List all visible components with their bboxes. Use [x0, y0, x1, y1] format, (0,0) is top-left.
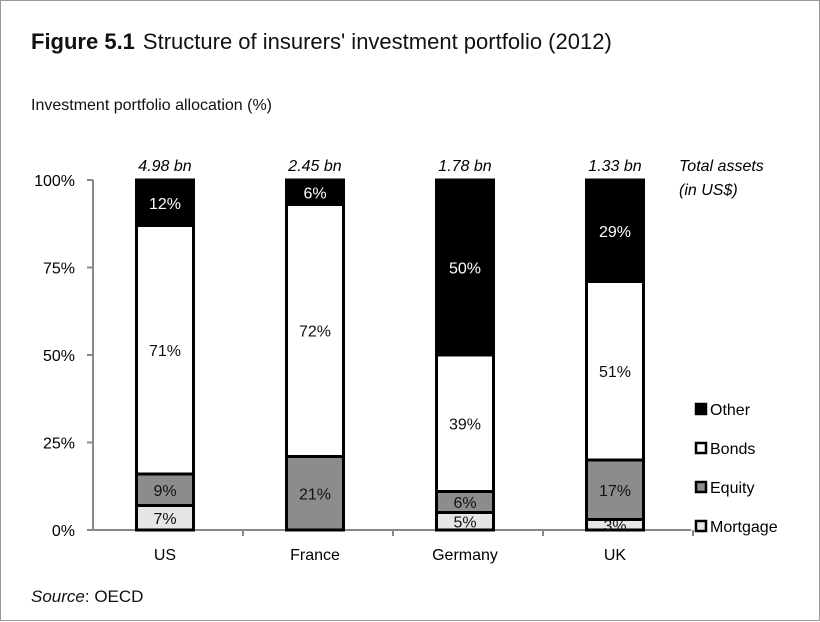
data-label: 21%	[299, 486, 331, 503]
source-value: : OECD	[84, 587, 144, 606]
figure-number: Figure 5.1	[31, 29, 135, 54]
data-label: 3%	[603, 518, 626, 535]
total-assets-title: Total assets	[679, 158, 764, 175]
source: Source: OECD	[31, 587, 143, 607]
y-tick-label: 100%	[34, 173, 75, 190]
data-label: 12%	[149, 196, 181, 213]
bar-other	[285, 178, 345, 206]
bar-other	[435, 178, 495, 357]
bar-other	[585, 178, 645, 283]
bar-other	[135, 178, 195, 227]
legend-swatch-bonds	[694, 441, 708, 455]
bar-bonds	[435, 353, 495, 493]
total-assets-label: 1.33 bn	[588, 158, 641, 175]
bar-bonds	[285, 203, 345, 458]
legend-swatch-mortgage	[694, 519, 708, 533]
legend-label: Bonds	[710, 441, 755, 458]
legend-swatch-other	[694, 402, 708, 416]
bar-equity	[135, 472, 195, 507]
bar-bonds	[135, 224, 195, 476]
x-tick-label: Germany	[432, 547, 498, 564]
total-assets-label: 2.45 bn	[287, 158, 341, 175]
data-label: 51%	[599, 364, 631, 381]
data-label: 6%	[303, 185, 326, 202]
bar-mortgage	[135, 504, 195, 532]
data-label: 71%	[149, 343, 181, 360]
y-axis-label: Investment portfolio allocation (%)	[31, 97, 272, 114]
data-label: 5%	[453, 514, 476, 531]
bar-bonds	[585, 280, 645, 462]
data-label: 29%	[599, 224, 631, 241]
source-label: Source	[31, 587, 85, 606]
x-tick-label: US	[154, 547, 176, 564]
data-label: 9%	[153, 483, 176, 500]
y-tick-label: 50%	[43, 348, 75, 365]
x-tick-label: France	[290, 547, 340, 564]
y-tick-label: 0%	[52, 523, 75, 540]
data-label: 72%	[299, 324, 331, 341]
data-label: 39%	[449, 416, 481, 433]
data-label: 50%	[449, 261, 481, 278]
y-tick-label: 25%	[43, 436, 75, 453]
bar-equity	[585, 458, 645, 521]
legend-label: Mortgage	[710, 519, 778, 536]
total-assets-label: 1.78 bn	[438, 158, 491, 175]
y-tick-label: 75%	[43, 261, 75, 278]
total-assets-label: 4.98 bn	[138, 158, 191, 175]
x-tick-label: UK	[604, 547, 627, 564]
legend-label: Other	[710, 402, 751, 419]
legend-swatch-equity	[694, 480, 708, 494]
legend-label: Equity	[710, 480, 754, 497]
figure-title-text: Structure of insurers' investment portfo…	[142, 29, 612, 54]
data-label: 7%	[153, 511, 176, 528]
total-assets-unit: (in US$)	[679, 182, 738, 199]
bar-equity	[285, 455, 345, 532]
data-label: 17%	[599, 483, 631, 500]
figure-title: Figure 5.1 Structure of insurers' investm…	[31, 29, 612, 55]
data-label: 6%	[453, 495, 476, 512]
